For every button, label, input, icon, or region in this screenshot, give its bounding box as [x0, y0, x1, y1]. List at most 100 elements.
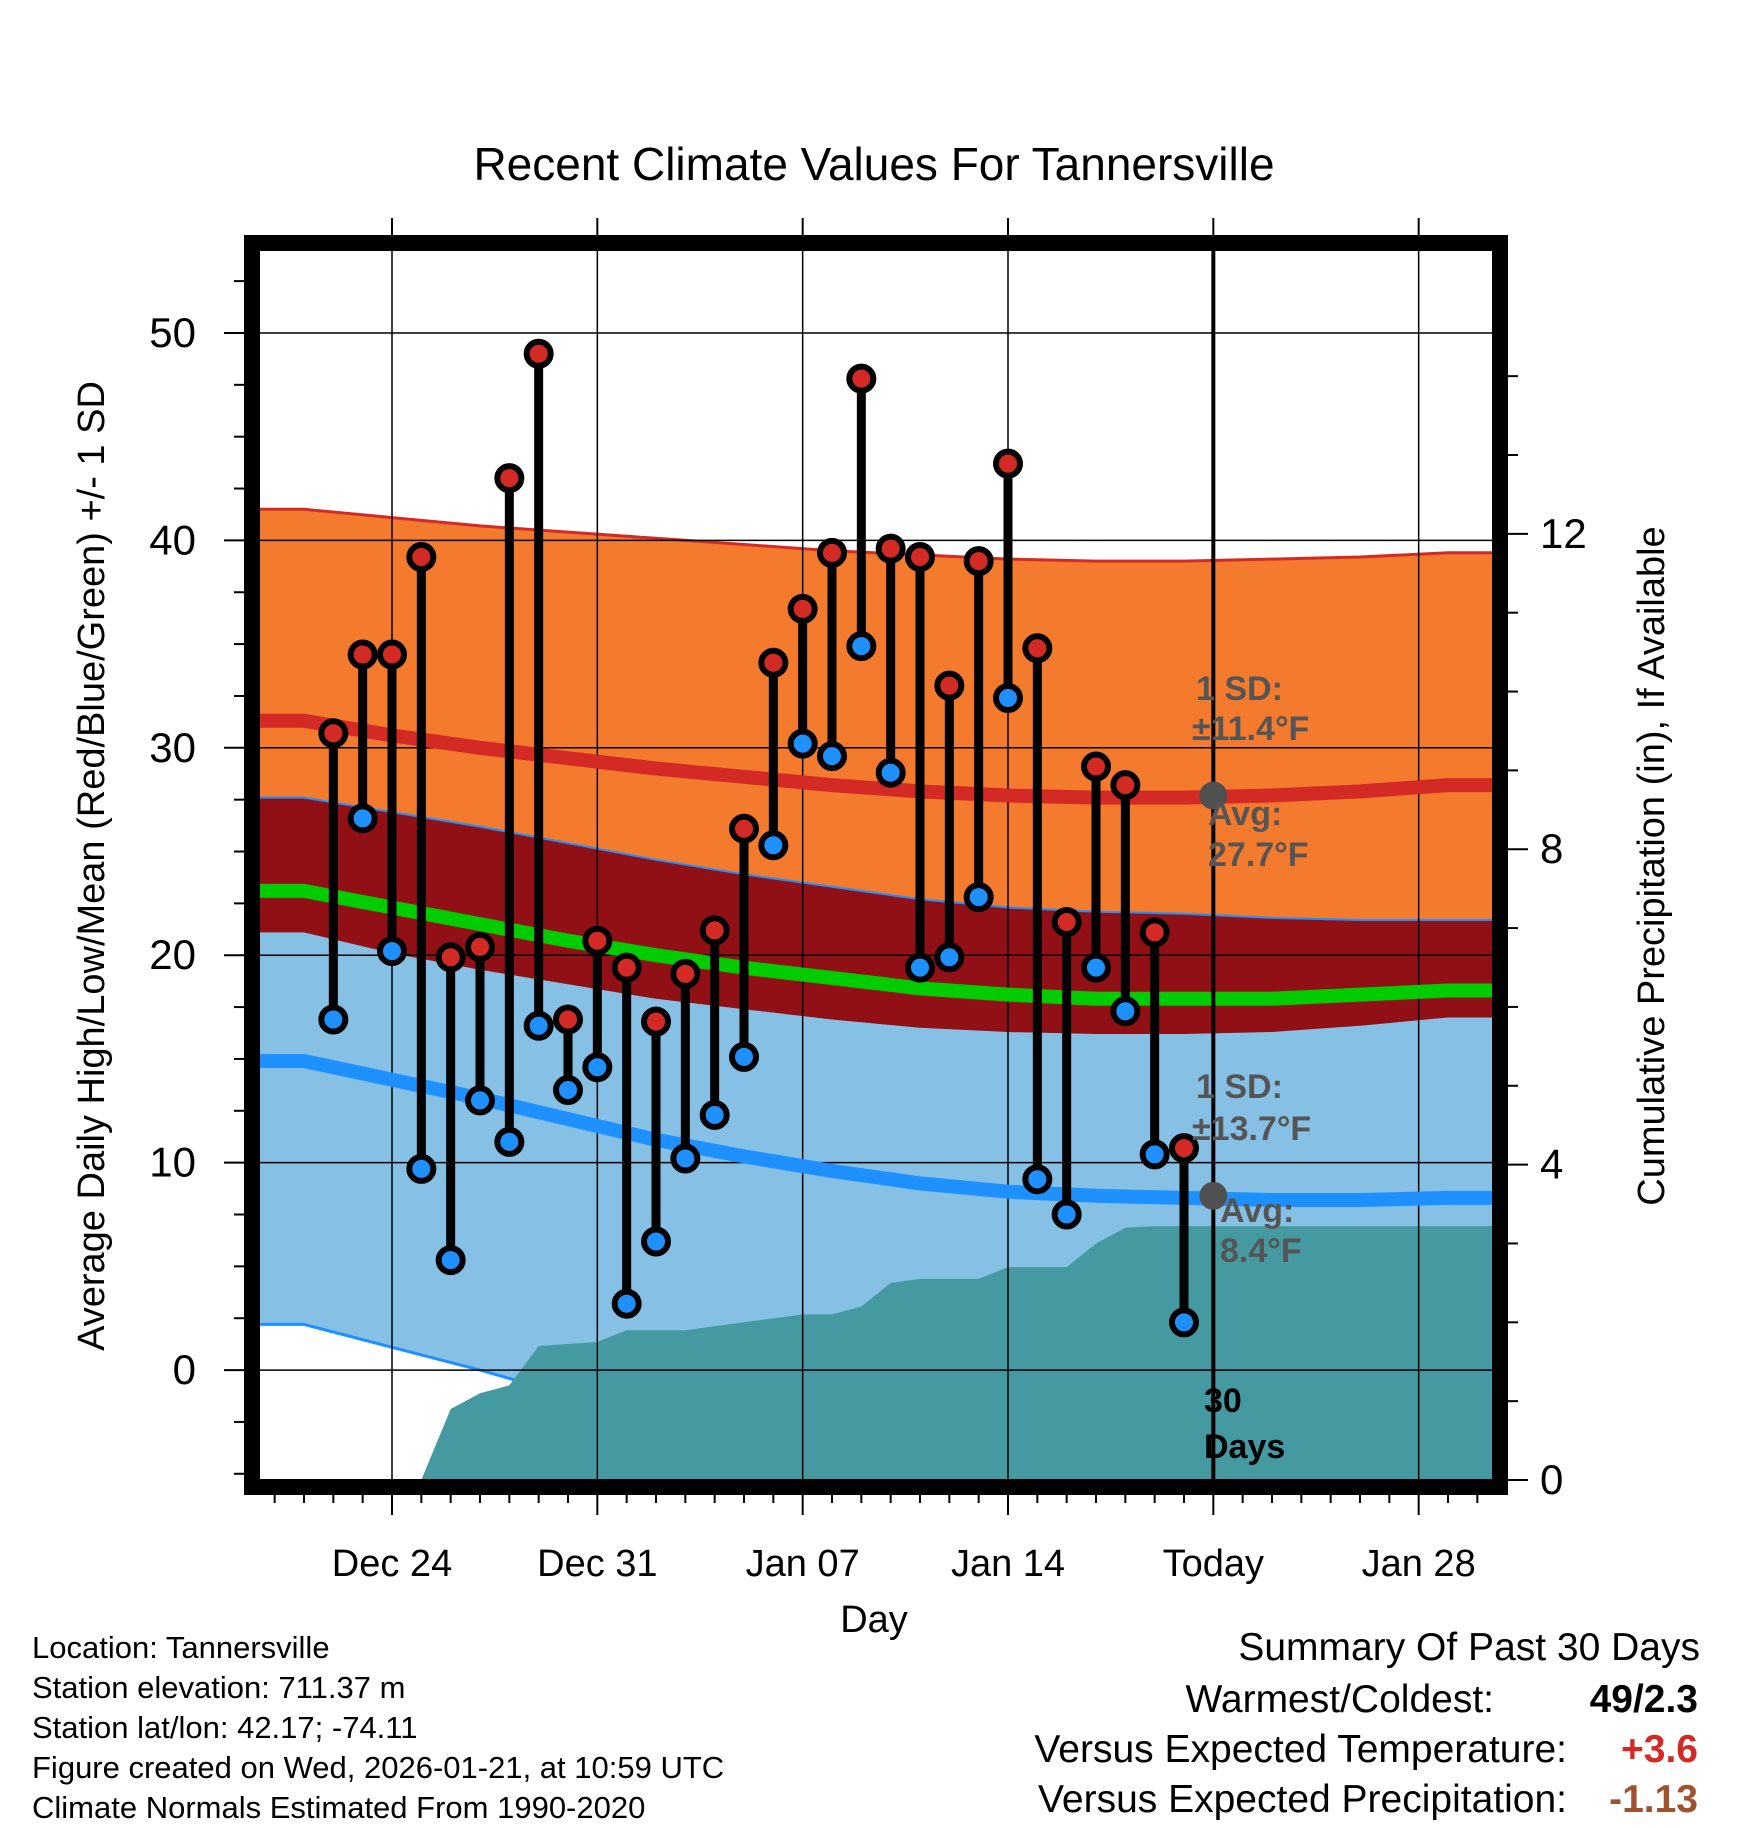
high-marker-21 — [934, 670, 965, 701]
high-marker-24 — [1022, 633, 1053, 664]
low-marker-27 — [1110, 996, 1141, 1027]
window-count: 30 — [1204, 1382, 1242, 1420]
low-marker-23 — [993, 683, 1023, 714]
x-tick-label-2: Jan 07 — [746, 1543, 860, 1585]
station-elevation: Station elevation: 711.37 m — [32, 1670, 405, 1705]
y2-tick-label-1: 4 — [1540, 1141, 1563, 1188]
temp-anomaly-label: Versus Expected Temperature: — [1034, 1728, 1567, 1771]
low-marker-14 — [729, 1041, 759, 1072]
window-unit: Days — [1204, 1428, 1285, 1466]
low-marker-15 — [758, 830, 789, 861]
high-marker-9 — [582, 925, 613, 956]
low-marker-3 — [406, 1153, 437, 1184]
high-marker-7 — [523, 338, 554, 369]
low-sd-upper-line — [260, 796, 1492, 921]
y-tick-label-0: 0 — [173, 1346, 196, 1393]
low-marker-2 — [377, 936, 407, 967]
high-marker-10 — [611, 952, 642, 983]
axes: 0 10 20 30 40 50 0 4 8 12 Dec 24 Dec 31 Jan 07 Jan 14… — [149, 218, 1587, 1585]
low-marker-28 — [1139, 1139, 1170, 1170]
daily-markers — [318, 338, 1199, 1338]
low-marker-0 — [318, 1004, 349, 1035]
high-sd-upper-line — [260, 507, 1492, 563]
low-marker-26 — [1081, 952, 1111, 983]
low-marker-8 — [553, 1075, 583, 1106]
y2-axis-label: Cumulative Precipitation (in), If Availa… — [1631, 526, 1673, 1205]
low-avg-marker — [1199, 1181, 1228, 1210]
climate-normals-period: Climate Normals Estimated From 1990-2020 — [32, 1790, 645, 1825]
chart-title: Recent Climate Values For Tannersville — [473, 138, 1274, 190]
high-marker-11 — [641, 1006, 671, 1037]
low-marker-19 — [875, 757, 906, 788]
high-sd-value: ±11.4°F — [1192, 710, 1309, 748]
overlap-sd-band — [260, 797, 1492, 1034]
x-tick-label-1: Dec 31 — [537, 1543, 657, 1585]
station-info: Location: Tannersville Station elevation… — [32, 1630, 724, 1825]
high-marker-0 — [318, 718, 349, 749]
low-avg-value: 8.4°F — [1220, 1232, 1302, 1270]
low-marker-29 — [1169, 1307, 1199, 1338]
low-marker-7 — [523, 1010, 554, 1041]
low-marker-20 — [905, 952, 935, 983]
low-average-line — [260, 1054, 1492, 1207]
low-marker-11 — [641, 1226, 671, 1257]
window-annotation: 30 Days — [1204, 1382, 1285, 1466]
y-tick-label-5: 50 — [149, 309, 196, 356]
high-marker-20 — [905, 541, 935, 572]
low-marker-6 — [494, 1126, 525, 1157]
low-sd-label: 1 SD: — [1196, 1068, 1283, 1106]
high-marker-4 — [435, 942, 466, 973]
high-average-line — [260, 713, 1492, 805]
summary-title: Summary Of Past 30 Days — [1238, 1626, 1700, 1669]
high-marker-27 — [1110, 770, 1141, 801]
x-tick-label-4: Today — [1163, 1543, 1264, 1585]
high-marker-28 — [1139, 917, 1170, 948]
high-marker-17 — [817, 537, 847, 568]
low-marker-17 — [817, 741, 847, 772]
high-marker-16 — [787, 593, 818, 624]
x-tick-label-3: Jan 14 — [951, 1543, 1065, 1585]
high-marker-8 — [553, 1004, 583, 1035]
station-location: Location: Tannersville — [32, 1630, 330, 1665]
high-avg-marker — [1199, 781, 1228, 810]
plot-frame — [244, 235, 1508, 1495]
high-marker-23 — [993, 448, 1023, 479]
low-marker-21 — [934, 942, 965, 973]
low-annotation: 1 SD: ±13.7°F Avg: 8.4°F — [1192, 1068, 1311, 1270]
x-axis-label: Day — [840, 1599, 908, 1641]
y2-tick-label-2: 8 — [1540, 825, 1563, 872]
high-avg-value: 27.7°F — [1208, 836, 1309, 874]
low-marker-10 — [611, 1288, 642, 1319]
low-marker-24 — [1022, 1164, 1053, 1195]
precip-anomaly-label: Versus Expected Precipitation: — [1038, 1778, 1567, 1821]
low-marker-22 — [963, 882, 994, 913]
high-marker-14 — [729, 813, 759, 844]
high-marker-2 — [377, 639, 407, 670]
station-latlon: Station lat/lon: 42.17; -74.11 — [32, 1710, 417, 1745]
temp-anomaly-value: +3.6 — [1621, 1728, 1698, 1771]
precip-anomaly-value: -1.13 — [1609, 1778, 1698, 1821]
high-marker-1 — [347, 639, 378, 670]
y-axis-label: Average Daily High/Low/Mean (Red/Blue/Gr… — [71, 381, 113, 1351]
low-marker-12 — [670, 1143, 701, 1174]
low-marker-9 — [582, 1052, 613, 1083]
low-marker-25 — [1051, 1199, 1082, 1230]
high-marker-5 — [465, 931, 495, 962]
high-marker-3 — [406, 541, 437, 572]
y-tick-label-1: 10 — [149, 1139, 196, 1186]
mean-average-line — [260, 883, 1492, 1006]
daily-range-stems — [328, 353, 1189, 1323]
low-marker-1 — [347, 803, 378, 834]
high-annotation: 1 SD: ±11.4°F Avg: 27.7°F — [1192, 670, 1309, 874]
y-tick-label-3: 30 — [149, 724, 196, 771]
y-tick-label-4: 40 — [149, 516, 196, 563]
high-marker-26 — [1081, 751, 1111, 782]
summary-panel: Summary Of Past 30 Days Warmest/Coldest:… — [1034, 1626, 1700, 1821]
low-marker-13 — [699, 1099, 730, 1130]
low-marker-5 — [465, 1085, 495, 1116]
y-tick-label-2: 20 — [149, 931, 196, 978]
low-marker-18 — [846, 631, 877, 662]
y2-tick-label-0: 0 — [1540, 1456, 1563, 1503]
high-marker-19 — [875, 533, 906, 564]
